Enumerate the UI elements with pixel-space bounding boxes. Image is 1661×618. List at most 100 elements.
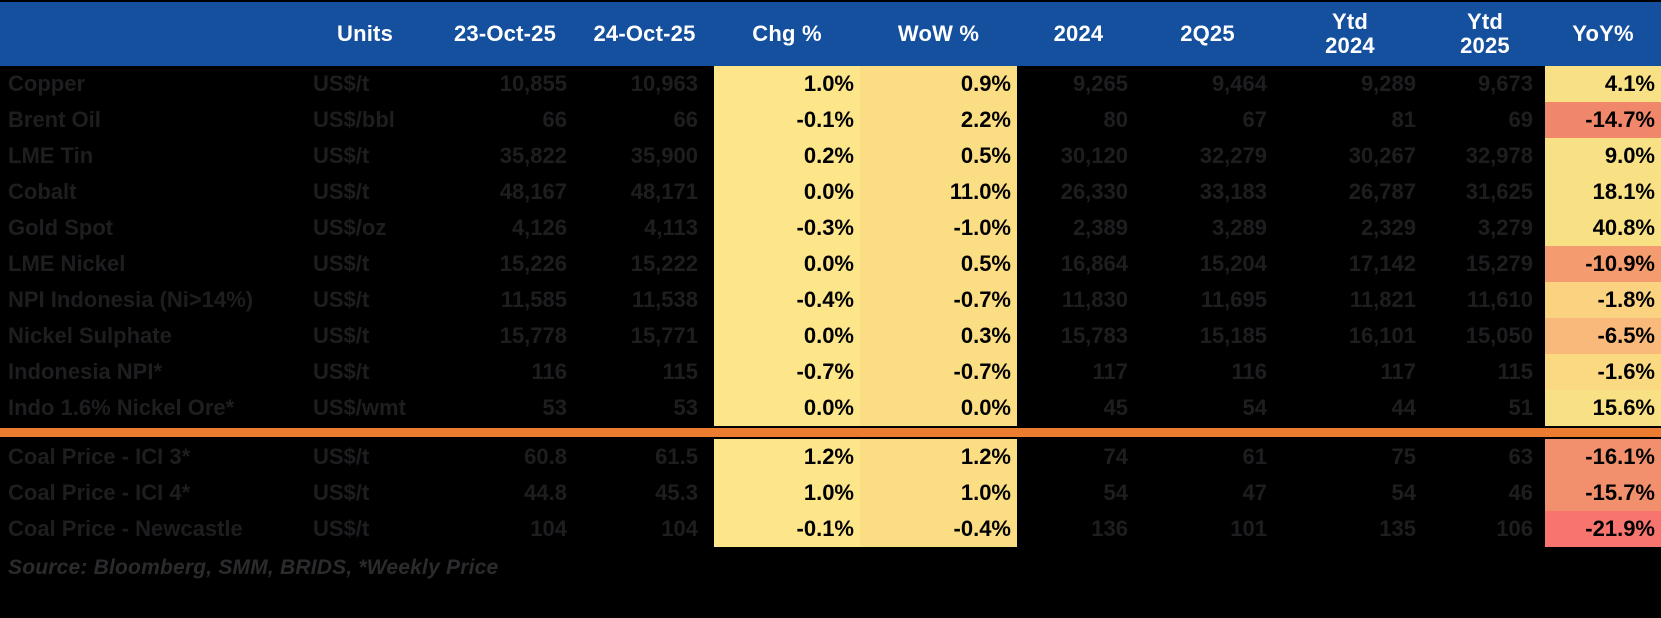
cell-ytd-2025: 69: [1508, 107, 1533, 132]
cell-ytd-2024: 135: [1379, 516, 1416, 541]
cell-2q25: 101: [1230, 516, 1267, 541]
cell-units: US$/bbl: [313, 107, 395, 132]
cell-yoy-pct: -1.6%: [1545, 354, 1661, 390]
cell-yoy-pct: -14.7%: [1545, 102, 1661, 138]
cell-ytd-2025: 63: [1508, 444, 1533, 469]
cell-24-oct-25: 48,171: [630, 179, 698, 204]
table-row: NPI Indonesia (Ni>14%) US$/t 11,585 11,538-…: [0, 282, 1661, 318]
cell-units: US$/t: [313, 143, 370, 168]
cell-chg-pct: 0.2%: [714, 138, 860, 174]
cell-2q25: 116: [1231, 359, 1268, 384]
cell-24-oct-25: 104: [661, 516, 698, 541]
cell-2024: 26,330: [1060, 179, 1128, 204]
cell-yoy-pct: 40.8%: [1545, 210, 1661, 246]
cell-name: Indonesia NPI*: [8, 359, 163, 384]
cell-name: Brent Oil: [8, 107, 101, 132]
cell-2q25: 54: [1242, 395, 1267, 420]
cell-23-oct-25: 104: [530, 516, 567, 541]
cell-24-oct-25: 10,963: [630, 71, 698, 96]
cell-2q25: 11,695: [1200, 287, 1267, 312]
cell-wow-pct: -0.4%: [860, 511, 1017, 547]
header-cell-name: [0, 2, 295, 66]
table-row: Coal Price - ICI 3* US$/t 60.8 61.5 1.2% 1.2%…: [0, 439, 1661, 475]
cell-yoy-pct: -16.1%: [1545, 439, 1661, 475]
cell-chg-pct: 1.2%: [714, 439, 860, 475]
cell-23-oct-25: 35,822: [499, 143, 567, 168]
cell-2024: 74: [1103, 444, 1128, 469]
cell-ytd-2024: 17,142: [1348, 251, 1416, 276]
cell-ytd-2025: 106: [1496, 516, 1533, 541]
cell-chg-pct: -0.4%: [714, 282, 860, 318]
cell-2024: 2,389: [1072, 215, 1128, 240]
cell-2q25: 15,204: [1199, 251, 1267, 276]
cell-ytd-2024: 9,289: [1360, 71, 1416, 96]
cell-ytd-2025: 51: [1508, 395, 1533, 420]
cell-ytd-2024: 26,787: [1348, 179, 1416, 204]
cell-2024: 136: [1091, 516, 1128, 541]
cell-name: Coal Price - Newcastle: [8, 516, 243, 541]
cell-yoy-pct: 15.6%: [1545, 390, 1661, 426]
cell-2024: 80: [1103, 107, 1128, 132]
cell-ytd-2024: 54: [1391, 480, 1416, 505]
cell-units: US$/t: [313, 359, 370, 384]
header-cell-ytd-2024: Ytd 2024: [1325, 9, 1375, 58]
header-cell-ytd-2025: Ytd 2025: [1460, 9, 1510, 58]
table-row: Indo 1.6% Nickel Ore* US$/wmt 53 53 0.0% 0.0%…: [0, 390, 1661, 426]
cell-chg-pct: -0.1%: [714, 511, 860, 547]
cell-ytd-2024: 75: [1391, 444, 1416, 469]
cell-ytd-2024: 44: [1391, 395, 1416, 420]
cell-2024: 45: [1103, 395, 1128, 420]
cell-ytd-2025: 11,610: [1466, 287, 1533, 312]
cell-units: US$/t: [313, 251, 370, 276]
cell-yoy-pct: 18.1%: [1545, 174, 1661, 210]
cell-2q25: 61: [1242, 444, 1267, 469]
cell-name: Nickel Sulphate: [8, 323, 172, 348]
cell-ytd-2025: 31,625: [1465, 179, 1533, 204]
cell-23-oct-25: 48,167: [499, 179, 567, 204]
cell-2q25: 33,183: [1199, 179, 1267, 204]
cell-24-oct-25: 11,538: [631, 287, 698, 312]
cell-name: LME Nickel: [8, 251, 126, 276]
table-row: Coal Price - ICI 4* US$/t 44.8 45.3 1.0% 1.0%…: [0, 475, 1661, 511]
cell-yoy-pct: -6.5%: [1545, 318, 1661, 354]
cell-wow-pct: 0.5%: [860, 138, 1017, 174]
cell-wow-pct: 11.0%: [860, 174, 1017, 210]
cell-ytd-2025: 32,978: [1465, 143, 1533, 168]
cell-name: Coal Price - ICI 4*: [8, 480, 191, 505]
cell-units: US$/t: [313, 179, 370, 204]
header-cell-units: Units: [337, 21, 393, 47]
cell-wow-pct: 0.5%: [860, 246, 1017, 282]
cell-chg-pct: 1.0%: [714, 475, 860, 511]
cell-units: US$/t: [313, 516, 370, 541]
cell-24-oct-25: 15,771: [630, 323, 698, 348]
header-cell-yoy-pct: YoY%: [1572, 21, 1634, 47]
cell-chg-pct: 0.0%: [714, 318, 860, 354]
cell-2024: 30,120: [1060, 143, 1128, 168]
cell-units: US$/t: [313, 480, 370, 505]
table-row: Nickel Sulphate US$/t 15,778 15,771 0.0% 0.3%…: [0, 318, 1661, 354]
cell-23-oct-25: 10,855: [499, 71, 567, 96]
cell-name: Copper: [8, 71, 85, 96]
cell-23-oct-25: 53: [542, 395, 567, 420]
cell-23-oct-25: 15,226: [499, 251, 567, 276]
table-row: LME Nickel US$/t 15,226 15,222 0.0% 0.5% 16,86…: [0, 246, 1661, 282]
cell-name: LME Tin: [8, 143, 94, 168]
cell-yoy-pct: -1.8%: [1545, 282, 1661, 318]
cell-23-oct-25: 15,778: [499, 323, 567, 348]
header-cell-2q25: 2Q25: [1180, 21, 1235, 47]
cell-ytd-2024: 117: [1380, 359, 1417, 384]
cell-24-oct-25: 45.3: [655, 480, 698, 505]
cell-wow-pct: 1.2%: [860, 439, 1017, 475]
cell-2q25: 9,464: [1211, 71, 1267, 96]
header-cell-2024: 2024: [1053, 21, 1104, 47]
cell-yoy-pct: -21.9%: [1545, 511, 1661, 547]
cell-23-oct-25: 44.8: [524, 480, 567, 505]
header-cell-23-oct-25: 23-Oct-25: [453, 21, 557, 47]
cell-wow-pct: -0.7%: [860, 354, 1017, 390]
cell-24-oct-25: 4,113: [644, 215, 698, 240]
cell-yoy-pct: -15.7%: [1545, 475, 1661, 511]
cell-24-oct-25: 35,900: [630, 143, 698, 168]
cell-23-oct-25: 11,585: [500, 287, 567, 312]
cell-chg-pct: 0.0%: [714, 246, 860, 282]
